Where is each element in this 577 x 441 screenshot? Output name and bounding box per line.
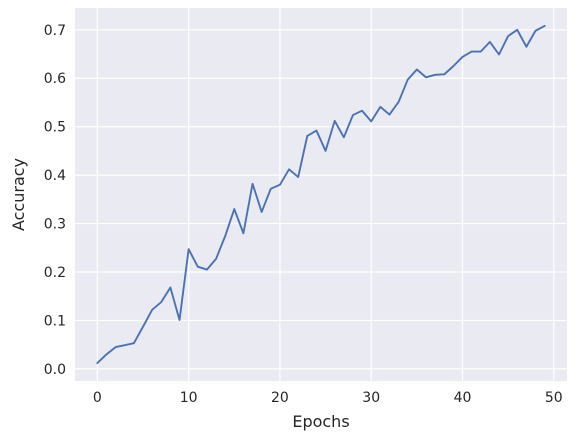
y-tick-label: 0.7 <box>44 23 66 39</box>
y-tick-label: 0.3 <box>44 217 66 233</box>
series-layer <box>96 24 546 365</box>
x-axis-ticks: 0 10 20 30 40 50 <box>93 390 563 406</box>
y-axis-label: Accuracy <box>9 158 28 231</box>
grid <box>75 8 567 381</box>
y-tick-label: 0.5 <box>44 120 66 136</box>
accuracy-series-line <box>96 24 546 365</box>
x-tick-label: 20 <box>271 390 289 406</box>
x-axis-label: Epochs <box>292 412 349 431</box>
y-axis-ticks: 0.0 0.1 0.2 0.3 0.4 0.5 0.6 0.7 <box>44 23 66 378</box>
x-tick-label: 0 <box>93 390 102 406</box>
x-tick-label: 50 <box>545 390 563 406</box>
y-tick-label: 0.0 <box>44 362 66 378</box>
x-tick-label: 10 <box>180 390 198 406</box>
x-tick-label: 30 <box>362 390 380 406</box>
y-tick-label: 0.2 <box>44 265 66 281</box>
y-tick-label: 0.1 <box>44 313 66 329</box>
y-tick-label: 0.4 <box>44 168 66 184</box>
plot-area <box>75 8 567 381</box>
y-tick-label: 0.6 <box>44 71 66 87</box>
x-tick-label: 40 <box>454 390 472 406</box>
